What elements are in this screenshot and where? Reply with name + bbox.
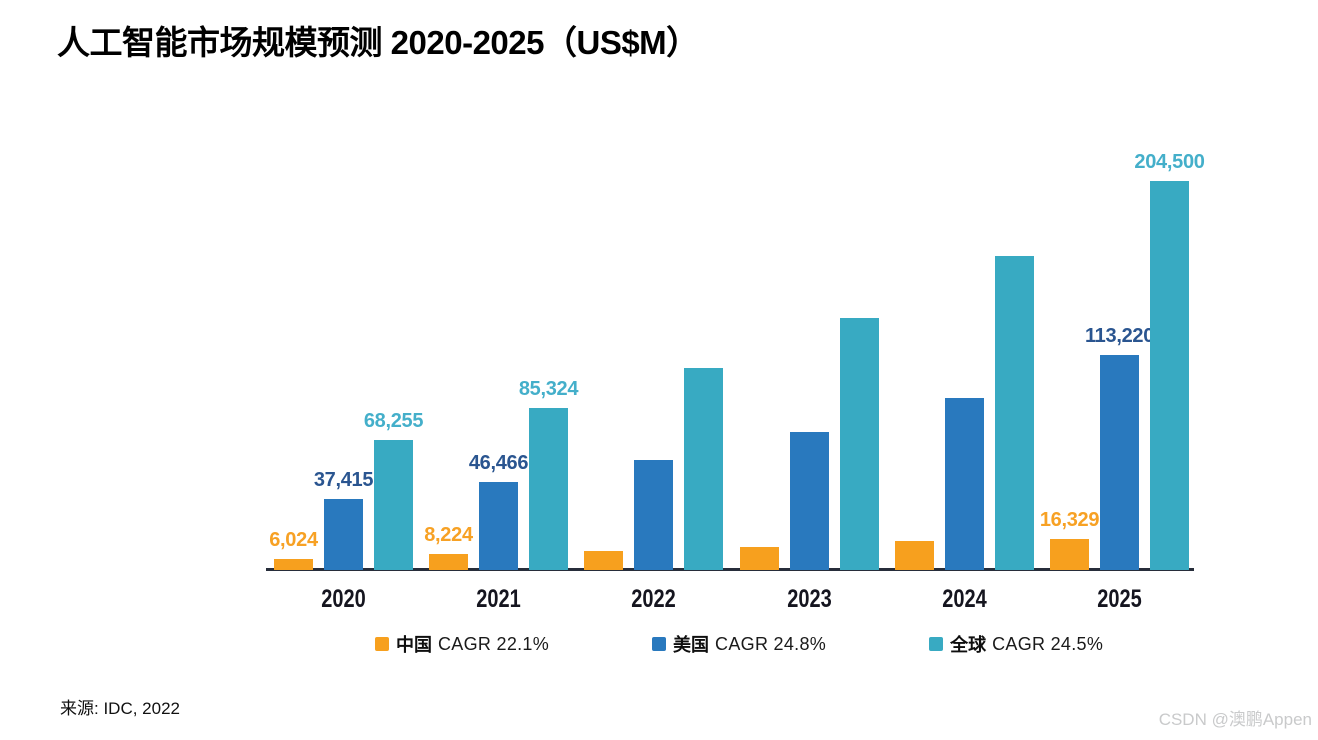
bar-global-2021: 85,324: [519, 378, 578, 570]
legend-item-china: 中国 CAGR 22.1%: [375, 631, 549, 657]
value-label-us-2025: 113,220: [1084, 325, 1155, 347]
bar-china-2025: 16,329: [1040, 509, 1099, 570]
watermark: CSDN @澳鹏Appen: [1158, 710, 1312, 729]
legend-item-us: 美国 CAGR 24.8%: [652, 631, 826, 657]
bar-us-2022: [634, 460, 673, 570]
legend-cagr-text: CAGR 24.8%: [715, 633, 827, 654]
bar-us-2025: 113,220: [1085, 325, 1154, 570]
legend-marker-global-icon: [929, 637, 944, 651]
x-axis-tick-2020: 2020: [321, 585, 366, 613]
legend-cagr-text: CAGR 22.1%: [438, 633, 550, 654]
value-label-us-2021: 46,466: [468, 452, 529, 474]
x-axis-tick-2023: 2023: [787, 585, 832, 613]
bar-china-2021: 8,224: [424, 524, 473, 570]
bar-us-2020: 37,415: [314, 469, 373, 570]
bar-china-2023: [740, 547, 779, 570]
bar-global-2025: 204,500: [1134, 151, 1205, 570]
chart-title: 人工智能市场规模预测 2020-2025（US$M）: [57, 24, 699, 61]
value-label-china-2021: 8,224: [424, 524, 473, 546]
chart-legend: 中国 CAGR 22.1% 美国 CAGR 24.8% 全球 CAGR 24.5…: [375, 631, 1103, 657]
value-label-china-2020: 6,024: [269, 529, 318, 551]
value-label-china-2025: 16,329: [1039, 509, 1100, 531]
bar-group-2021: 8,224 46,466 85,324: [424, 378, 578, 570]
bar-global-2023: [840, 318, 879, 570]
legend-marker-us-icon: [652, 637, 667, 651]
value-label-global-2021: 85,324: [518, 378, 579, 400]
legend-series-name: 美国: [673, 635, 710, 655]
bar-china-2022: [584, 551, 623, 570]
x-axis-tick-2025: 2025: [1097, 585, 1142, 613]
x-axis-line: [266, 568, 1194, 571]
bar-group-2022: [584, 368, 723, 570]
legend-cagr-text: CAGR 24.5%: [992, 633, 1104, 654]
source-note: 来源: IDC, 2022: [60, 699, 180, 718]
value-label-global-2025: 204,500: [1134, 151, 1205, 173]
legend-series-name: 全球: [950, 635, 987, 655]
bar-china-2024: [895, 541, 934, 570]
legend-item-global: 全球 CAGR 24.5%: [929, 631, 1103, 657]
value-label-global-2020: 68,255: [363, 410, 424, 432]
legend-series-name: 中国: [396, 635, 432, 655]
bar-us-2021: 46,466: [469, 452, 528, 570]
bar-global-2022: [684, 368, 723, 570]
bar-us-2023: [790, 432, 829, 570]
legend-marker-china-icon: [375, 637, 389, 651]
bar-group-2023: [740, 318, 879, 570]
bar-us-2024: [945, 398, 984, 570]
x-axis-tick-2022: 2022: [631, 585, 676, 613]
bar-global-2024: [995, 256, 1034, 570]
bar-global-2020: 68,255: [364, 410, 423, 570]
bar-group-2020: 6,024 37,415 68,255: [269, 410, 423, 570]
bar-china-2020: 6,024: [269, 529, 318, 570]
x-axis-tick-2024: 2024: [942, 585, 987, 613]
bar-group-2024: [895, 256, 1034, 570]
x-axis-tick-2021: 2021: [476, 585, 521, 613]
bar-group-2025: 16,329 113,220 204,500: [1040, 151, 1205, 570]
value-label-us-2020: 37,415: [313, 469, 374, 491]
